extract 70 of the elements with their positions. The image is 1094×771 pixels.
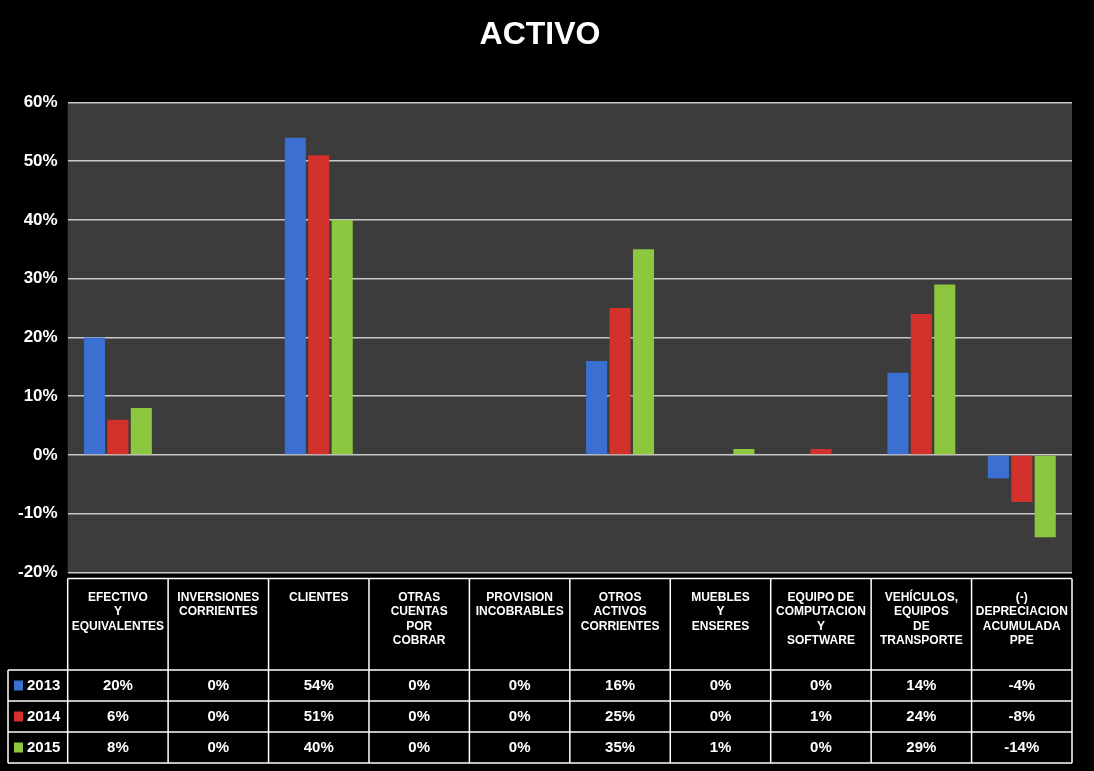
bar: [934, 284, 956, 455]
data-label: 0%: [709, 706, 732, 724]
bar: [632, 249, 655, 455]
bar: [284, 137, 306, 455]
data-label: 8%: [107, 737, 129, 755]
bar: [987, 455, 1009, 479]
data-label: 0%: [408, 675, 431, 693]
y-tick-label: 20%: [23, 327, 58, 347]
legend-label: 2014: [27, 706, 62, 724]
data-label: 0%: [508, 675, 531, 693]
data-label: 29%: [906, 737, 937, 755]
chart-title: ACTIVO: [479, 15, 601, 52]
y-tick-label: 40%: [23, 209, 58, 229]
data-label: 51%: [303, 706, 334, 724]
data-label: 0%: [408, 737, 431, 755]
legend-label: 2013: [27, 675, 61, 693]
x-tick-label: MUEBLES Y ENSERES: [691, 589, 750, 633]
y-tick-label: 60%: [23, 92, 58, 112]
y-tick-label: -20%: [18, 562, 58, 582]
bar: [130, 407, 152, 455]
bar: [609, 308, 631, 455]
y-tick-label: 30%: [23, 268, 58, 288]
data-label: 0%: [207, 706, 230, 724]
x-tick-label: VEHÍCULOS, EQUIPOS DE TRANSPORTE: [880, 588, 963, 648]
bar: [910, 313, 932, 455]
data-label: 0%: [408, 706, 431, 724]
data-label: 1%: [810, 706, 832, 724]
data-label: 0%: [508, 737, 531, 755]
bar: [733, 449, 755, 455]
x-tick-label: (-) DEPRECIACION ACUMULADA PPE: [975, 589, 1068, 648]
y-tick-label: 0%: [33, 444, 58, 464]
data-label: 6%: [107, 706, 129, 724]
data-label: 1%: [709, 737, 732, 755]
x-tick-label: PROVISION INCOBRABLES: [475, 589, 564, 619]
data-label: 0%: [508, 706, 531, 724]
y-tick-label: 50%: [23, 150, 58, 170]
x-tick-label: INVERSIONES CORRIENTES: [177, 589, 260, 619]
y-tick-label: 10%: [23, 385, 58, 405]
x-tick-label: EQUIPO DE COMPUTACION Y SOFTWARE: [776, 589, 866, 648]
data-label: -14%: [1004, 737, 1040, 755]
data-label: 0%: [709, 675, 732, 693]
data-label: 16%: [605, 675, 636, 693]
data-label: 25%: [605, 706, 636, 724]
x-tick-label: CLIENTES: [289, 589, 349, 604]
bar: [331, 219, 353, 455]
bar: [586, 360, 608, 455]
data-label: 40%: [303, 737, 334, 755]
x-tick-label: EFECTIVO Y EQUIVALENTES: [71, 589, 165, 633]
data-label: 0%: [810, 675, 832, 693]
bar: [887, 372, 909, 455]
data-label: 0%: [207, 737, 230, 755]
legend-label: 2015: [27, 737, 61, 755]
bar: [308, 155, 330, 455]
data-label: 14%: [906, 675, 937, 693]
y-tick-label: -10%: [18, 503, 58, 523]
data-label: 35%: [605, 737, 636, 755]
data-label: 20%: [102, 675, 133, 693]
data-label: 0%: [207, 675, 230, 693]
data-label: 24%: [906, 706, 937, 724]
bar: [1034, 455, 1056, 538]
data-label: 0%: [810, 737, 832, 755]
bar: [107, 419, 129, 455]
data-label: -4%: [1008, 675, 1036, 693]
bar: [83, 337, 106, 455]
x-tick-label: OTRAS CUENTAS POR COBRAR: [390, 589, 448, 648]
data-label: -8%: [1008, 706, 1036, 724]
bar: [1011, 455, 1033, 502]
bar: [810, 449, 832, 455]
data-label: 54%: [303, 675, 334, 693]
x-tick-label: OTROS ACTIVOS CORRIENTES: [580, 589, 660, 633]
